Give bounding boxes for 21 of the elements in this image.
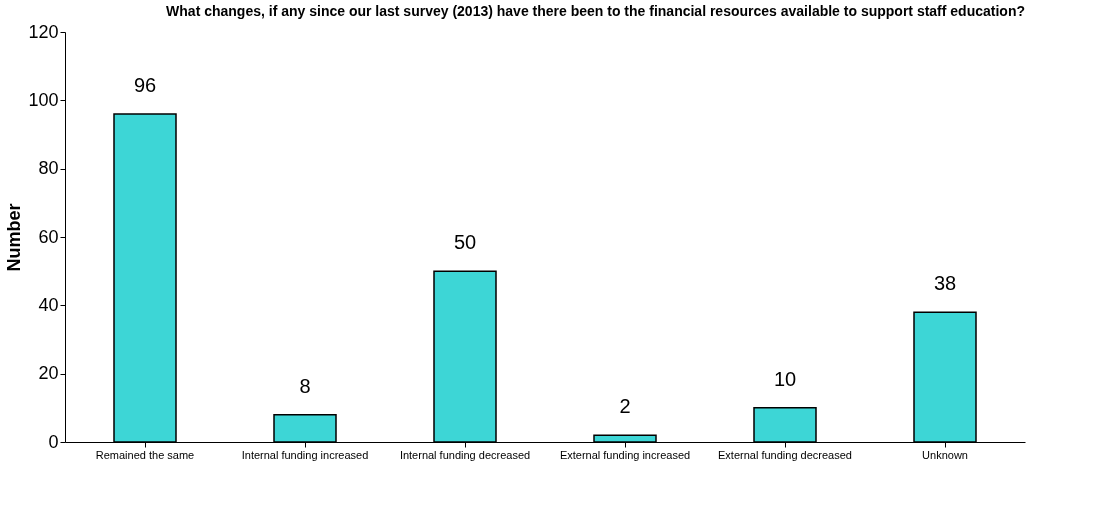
data-label: 8 — [299, 374, 311, 397]
data-label: 2 — [619, 395, 631, 418]
x-tick-label: External funding decreased — [718, 448, 852, 461]
data-label: 38 — [933, 272, 957, 295]
x-tick-label: Remained the same — [95, 448, 195, 461]
data-label: 50 — [453, 231, 477, 254]
y-tick-label: 100 — [28, 89, 59, 110]
data-label: 10 — [773, 367, 797, 390]
x-tick-label: Internal funding decreased — [399, 448, 531, 461]
y-tick-label: 80 — [38, 158, 59, 179]
y-tick-label: 60 — [38, 226, 59, 247]
y-tick-label: 40 — [38, 294, 59, 315]
y-tick-label: 0 — [48, 431, 59, 452]
chart-title: What changes, if any since our last survey (2013) have there been to the financial resources available to support staff education? — [166, 3, 1025, 19]
y-tick-label: 20 — [38, 363, 59, 384]
x-tick-label: External funding increased — [559, 448, 691, 461]
x-tick-label: Unknown — [922, 448, 968, 461]
data-label: 96 — [133, 74, 157, 96]
x-tick-label: Internal funding increased — [241, 448, 369, 461]
y-axis-title: Number — [4, 203, 25, 272]
y-tick-label: 120 — [28, 21, 59, 42]
